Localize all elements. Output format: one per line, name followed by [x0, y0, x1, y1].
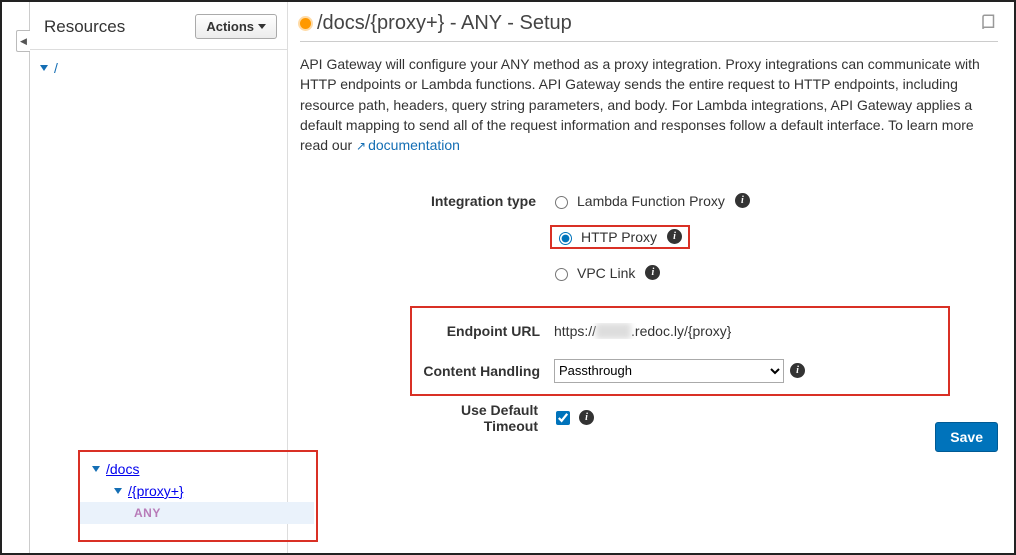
url-prefix: https://	[554, 323, 596, 339]
chevron-down-icon	[92, 466, 100, 472]
http-radio[interactable]	[559, 232, 572, 245]
http-radio-label: HTTP Proxy	[581, 229, 657, 245]
tree-docs-link[interactable]: /docs	[106, 461, 139, 477]
content-handling-select[interactable]: Passthrough	[554, 359, 784, 383]
vpc-row: VPC Link i	[300, 258, 998, 288]
vpc-radio-label: VPC Link	[577, 265, 635, 281]
resource-tree: /	[30, 50, 287, 86]
http-row: HTTP Proxy i	[300, 222, 998, 252]
main-panel: /docs/{proxy+} - ANY - Setup API Gateway…	[288, 2, 1014, 553]
timeout-row: Use Default Timeout i	[410, 402, 998, 434]
endpoint-url-control: https://xxxxx.redoc.ly/{proxy}	[554, 323, 731, 339]
setup-form: Integration type Lambda Function Proxy i…	[300, 186, 998, 434]
info-icon[interactable]: i	[790, 363, 805, 378]
endpoint-url-row: Endpoint URL https://xxxxx.redoc.ly/{pro…	[412, 316, 940, 346]
tree-any-label: ANY	[134, 506, 161, 520]
content-handling-row: Content Handling Passthrough i	[412, 356, 940, 386]
tree-root-link[interactable]: /	[54, 60, 58, 76]
actions-button[interactable]: Actions	[195, 14, 277, 39]
external-link-icon: ↗	[356, 138, 366, 155]
integration-type-row: Integration type Lambda Function Proxy i	[300, 186, 998, 216]
integration-type-label: Integration type	[300, 193, 550, 209]
endpoint-url-input[interactable]: https://xxxxx.redoc.ly/{proxy}	[554, 323, 731, 339]
timeout-control: i	[552, 408, 594, 428]
content-handling-label: Content Handling	[412, 363, 554, 379]
tree-root-row[interactable]: /	[38, 58, 279, 78]
documentation-link[interactable]: ↗documentation	[356, 137, 460, 153]
flyout-toggle[interactable]: ◀	[16, 30, 30, 52]
info-icon[interactable]: i	[645, 265, 660, 280]
description-text: API Gateway will configure your ANY meth…	[300, 54, 998, 156]
caret-down-icon	[258, 24, 266, 29]
chevron-down-icon	[40, 65, 48, 71]
lambda-radio[interactable]	[555, 196, 568, 209]
url-hidden: xxxxx	[596, 323, 631, 339]
content-handling-control: Passthrough i	[554, 359, 805, 383]
actions-label: Actions	[206, 19, 254, 34]
http-option-highlight: HTTP Proxy i	[550, 225, 690, 249]
vpc-option: VPC Link i	[550, 265, 660, 281]
tree-docs-row[interactable]: /docs	[78, 458, 287, 480]
chevron-down-icon	[114, 488, 122, 494]
lambda-option: Lambda Function Proxy i	[550, 193, 750, 209]
unsaved-indicator-icon	[300, 18, 311, 29]
tree-proxy-row[interactable]: /{proxy+}	[78, 480, 287, 502]
tree-proxy-link[interactable]: /{proxy+}	[128, 483, 184, 499]
endpoint-highlight-box: Endpoint URL https://xxxxx.redoc.ly/{pro…	[410, 306, 950, 396]
page-title: /docs/{proxy+} - ANY - Setup	[317, 12, 572, 35]
url-suffix: .redoc.ly/{proxy}	[631, 323, 731, 339]
save-button[interactable]: Save	[935, 422, 998, 452]
timeout-label: Use Default Timeout	[410, 402, 552, 434]
info-icon[interactable]: i	[667, 229, 682, 244]
timeout-checkbox[interactable]	[556, 411, 570, 425]
left-rail: ◀	[2, 2, 30, 553]
sidebar-title: Resources	[44, 17, 195, 37]
info-icon[interactable]: i	[579, 410, 594, 425]
tree-any-row[interactable]: ANY	[78, 502, 314, 524]
lambda-radio-label: Lambda Function Proxy	[577, 193, 725, 209]
resources-sidebar: Resources Actions / /docs /{proxy+}	[30, 2, 288, 553]
endpoint-url-label: Endpoint URL	[412, 323, 554, 339]
sidebar-header: Resources Actions	[30, 2, 287, 50]
vpc-radio[interactable]	[555, 268, 568, 281]
resource-tree-sub: /docs /{proxy+} ANY	[78, 458, 287, 524]
main-header: /docs/{proxy+} - ANY - Setup	[300, 12, 998, 42]
info-icon[interactable]: i	[735, 193, 750, 208]
app-frame: ◀ Resources Actions / /docs /{proxy+	[0, 0, 1016, 555]
documentation-link-text: documentation	[368, 137, 460, 153]
book-icon[interactable]	[980, 13, 998, 34]
